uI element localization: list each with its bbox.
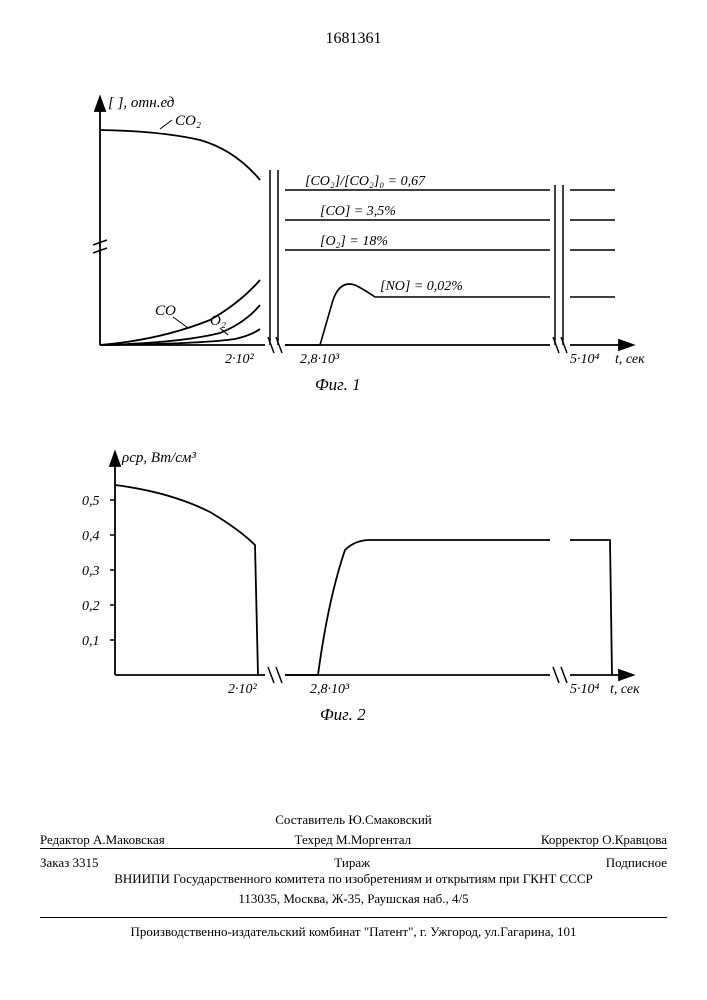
fig2-ytick-1: 0,1 <box>82 634 100 649</box>
co2-label: CO₂ <box>175 113 201 129</box>
compiler-line: Составитель Ю.Смаковский <box>40 812 667 832</box>
fig2-xtick-a: 2·10² <box>228 682 258 697</box>
fig2-ylabel: ρср, Вт/см³ <box>121 450 196 466</box>
co-label: CO <box>155 303 176 319</box>
fig1-xtick-c: 5·10⁴ <box>570 352 600 367</box>
fig2-ytick-5: 0,5 <box>82 494 100 509</box>
fig2-xlabel: t, сек <box>610 682 640 697</box>
org-line: ВНИИПИ Государственного комитета по изоб… <box>40 871 667 891</box>
fig1-xtick-b: 2,8·10³ <box>300 352 340 367</box>
podpisnoe-label: Подписное <box>606 855 667 871</box>
printer-line: Производственно-издательский комбинат "П… <box>40 924 667 944</box>
fig2-ytick-2: 0,2 <box>82 599 100 614</box>
annot-ratio: [CO₂]/[CO₂]₀ = 0,67 <box>305 174 426 189</box>
document-number: 1681361 <box>0 30 707 48</box>
fig1-xtick-a: 2·10² <box>225 352 255 367</box>
figure-2: 0,1 0,2 0,3 0,4 0,5 ρср, Вт/см³ 2·10² 2,… <box>60 440 650 740</box>
techred-line: Техред М.Моргентал <box>295 832 412 848</box>
fig2-xtick-c: 5·10⁴ <box>570 682 600 697</box>
fig1-xlabel: t, сек <box>615 352 645 367</box>
fig2-xtick-b: 2,8·10³ <box>310 682 350 697</box>
o2-label: O₂ <box>210 313 226 329</box>
figure-1: CO₂ CO O₂ [CO₂]/[CO₂]₀ = 0,67 <box>60 85 650 415</box>
editor-line: Редактор А.Маковская <box>40 832 165 848</box>
annot-no: [NO] = 0,02% <box>380 279 463 294</box>
annot-co: [CO] = 3,5% <box>320 204 396 219</box>
fig2-ytick-3: 0,3 <box>82 564 100 579</box>
tirazh-label: Тираж <box>334 855 370 871</box>
corrector-line: Корректор О.Кравцова <box>541 832 667 848</box>
imprint-footer: Составитель Ю.Смаковский Редактор А.Мако… <box>40 812 667 950</box>
order-number: Заказ 3315 <box>40 855 99 871</box>
annot-o2: [O₂] = 18% <box>320 234 388 249</box>
address-line: 113035, Москва, Ж-35, Раушская наб., 4/5 <box>40 891 667 911</box>
fig1-caption: Фиг. 1 <box>315 375 361 394</box>
fig2-ytick-4: 0,4 <box>82 529 100 544</box>
fig2-caption: Фиг. 2 <box>320 705 366 724</box>
fig1-ylabel: [ ], отн.ед <box>108 95 175 111</box>
